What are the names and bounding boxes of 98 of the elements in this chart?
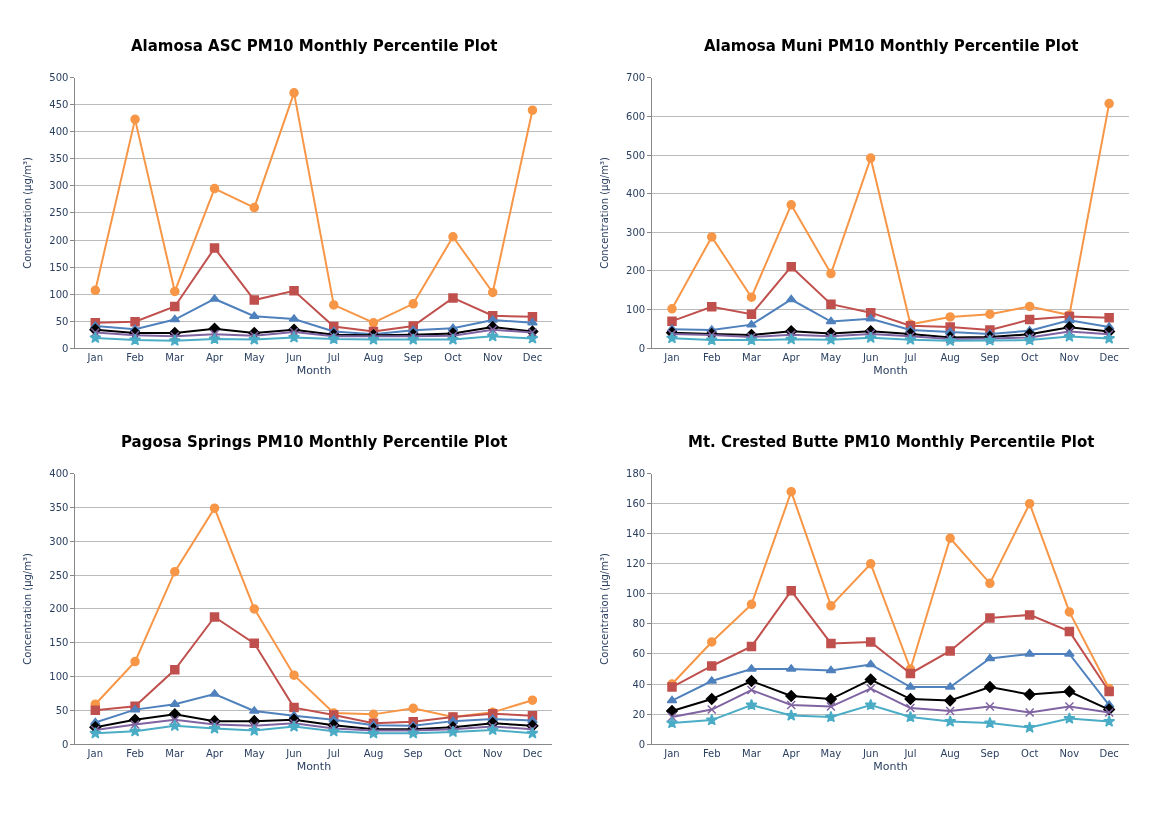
x-tick-label: May	[243, 748, 265, 760]
y-tick-label: 400	[49, 468, 69, 480]
y-tick-label: 100	[626, 588, 646, 600]
y-tick-label: 700	[626, 72, 646, 84]
x-tick-label: Mar	[165, 352, 186, 364]
y-tick-label: 300	[49, 535, 69, 547]
y-tick-label: 80	[632, 618, 646, 630]
y-axis-title: Concentration (µg/m³)	[599, 553, 611, 665]
y-tick-label: 180	[626, 468, 646, 480]
y-tick-label: 450	[49, 99, 69, 111]
x-tick-label: Feb	[126, 352, 144, 364]
y-tick-label: 300	[49, 180, 69, 192]
x-tick-label: Jun	[861, 352, 879, 364]
x-tick-label: Nov	[1059, 748, 1080, 760]
x-tick-label: Mar	[742, 748, 762, 760]
x-tick-label: Sep	[980, 352, 1000, 364]
y-axis-title: Concentration (µg/m³)	[22, 157, 34, 269]
y-tick-label: 20	[632, 708, 646, 720]
x-tick-label: Apr	[782, 352, 801, 364]
y-tick-label: 250	[49, 207, 69, 219]
x-tick-label: Sep	[403, 352, 423, 364]
y-tick-label: 0	[638, 738, 646, 750]
x-tick-label: May	[243, 352, 265, 364]
y-tick-label: 160	[626, 498, 646, 510]
x-axis-title: Month	[873, 364, 908, 378]
x-tick-label: May	[820, 352, 842, 364]
y-tick-label: 60	[632, 648, 646, 660]
x-tick-label: Feb	[702, 352, 721, 364]
y-tick-label: 100	[49, 671, 69, 682]
y-tick-label: 600	[626, 110, 646, 122]
y-tick-label: 200	[49, 603, 69, 615]
y-axis-title: Concentration (µg/m³)	[599, 157, 611, 269]
y-tick-label: 120	[626, 558, 646, 570]
y-tick-label: 0	[62, 342, 69, 354]
x-tick-label: Aug	[940, 352, 960, 364]
x-tick-label: Jun	[861, 748, 879, 760]
y-tick-label: 40	[632, 678, 646, 690]
chart-title: Mt. Crested Butte PM10 Monthly Percentile Plot	[688, 433, 1095, 451]
x-tick-label: Nov	[1059, 352, 1080, 364]
x-tick-label: Jan	[663, 352, 680, 364]
y-tick-label: 140	[626, 528, 646, 540]
y-tick-label: 350	[49, 153, 69, 165]
x-tick-label: Mar	[165, 748, 186, 760]
x-tick-label: Dec	[522, 352, 543, 364]
x-tick-label: Oct	[1021, 352, 1039, 364]
x-axis-title: Month	[296, 760, 332, 774]
y-tick-label: 400	[626, 188, 646, 200]
y-tick-label: 0	[62, 738, 69, 750]
y-tick-label: 50	[55, 315, 69, 327]
x-tick-label: Dec	[1099, 748, 1119, 760]
y-tick-label: 500	[49, 72, 69, 84]
x-tick-label: Nov	[482, 352, 503, 364]
y-axis-title: Concentration (µg/m³)	[22, 553, 34, 665]
y-tick-label: 350	[49, 501, 69, 513]
chart-title: Alamosa Muni PM10 Monthly Percentile Plot	[704, 37, 1079, 55]
x-tick-label: Dec	[522, 748, 543, 760]
x-tick-label: Sep	[980, 748, 1000, 760]
y-tick-label: 200	[626, 265, 646, 277]
x-tick-label: Oct	[1021, 748, 1039, 760]
x-tick-label: Apr	[782, 748, 801, 760]
x-tick-label: Jan	[663, 748, 680, 760]
x-tick-label: Oct	[444, 352, 462, 364]
y-tick-label: 200	[49, 234, 69, 246]
y-tick-label: 500	[626, 149, 646, 161]
x-tick-label: Dec	[1099, 352, 1119, 364]
y-tick-label: 50	[55, 704, 69, 716]
x-tick-label: Sep	[403, 748, 423, 760]
y-tick-label: 300	[626, 226, 646, 238]
y-tick-label: 150	[49, 637, 69, 649]
x-tick-label: Jul	[326, 748, 340, 760]
x-tick-label: Aug	[363, 352, 384, 364]
y-tick-label: 150	[49, 261, 69, 273]
y-tick-label: 100	[626, 304, 646, 316]
chart-title: Alamosa ASC PM10 Monthly Percentile Plot	[131, 37, 498, 55]
x-tick-label: Jul	[903, 748, 917, 760]
y-tick-label: 250	[49, 569, 69, 581]
x-tick-label: May	[820, 748, 842, 760]
x-tick-label: Aug	[363, 748, 384, 760]
x-tick-label: Jun	[285, 748, 302, 760]
x-tick-label: Nov	[482, 748, 503, 760]
x-tick-label: Aug	[940, 748, 960, 760]
y-tick-label: 100	[49, 288, 69, 300]
x-tick-label: Jan	[86, 748, 104, 760]
x-tick-label: Jul	[326, 352, 340, 364]
x-tick-label: Jul	[903, 352, 917, 364]
y-tick-label: 400	[49, 126, 69, 138]
x-axis-title: Month	[873, 760, 908, 774]
y-tick-label: 0	[638, 342, 646, 354]
x-tick-label: Apr	[205, 748, 225, 760]
x-axis-title: Month	[296, 364, 332, 378]
x-tick-label: Feb	[126, 748, 144, 760]
x-tick-label: Feb	[702, 748, 721, 760]
x-tick-label: Jun	[285, 352, 302, 364]
x-tick-label: Jan	[86, 352, 104, 364]
x-tick-label: Oct	[444, 748, 462, 760]
chart-title: Pagosa Springs PM10 Monthly Percentile Plot	[121, 433, 508, 451]
x-tick-label: Mar	[742, 352, 762, 364]
x-tick-label: Apr	[205, 352, 225, 364]
